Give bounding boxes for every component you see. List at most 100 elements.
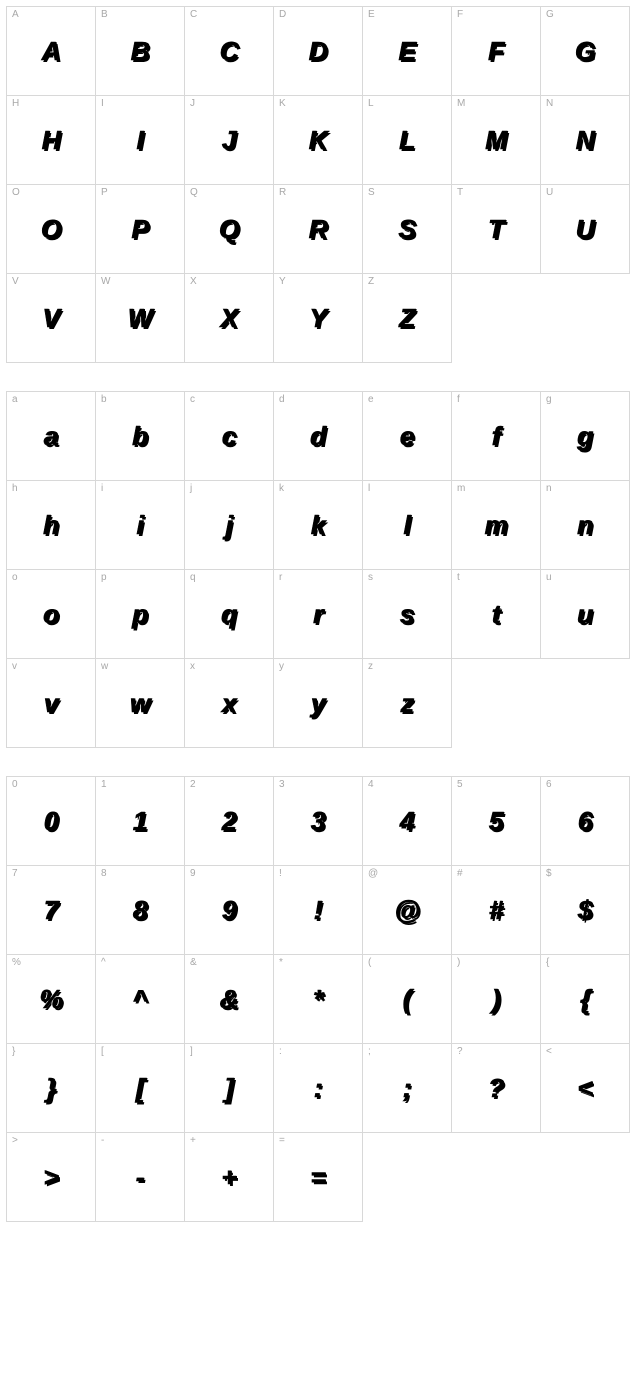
cell-label: d — [279, 395, 285, 405]
cell-label: % — [12, 958, 21, 968]
cell-label: g — [546, 395, 552, 405]
glyph: W — [96, 296, 184, 340]
glyph-cell: rr — [274, 570, 363, 659]
cell-label: [ — [101, 1047, 104, 1057]
glyph: # — [452, 888, 540, 932]
cell-label: ) — [457, 958, 460, 968]
cell-label: l — [368, 484, 370, 494]
glyph: [ — [96, 1066, 184, 1110]
glyph-cell: QQ — [185, 185, 274, 274]
cell-label: 2 — [190, 780, 196, 790]
glyph: M — [452, 118, 540, 162]
cell-label: u — [546, 573, 552, 583]
glyph: b — [96, 414, 184, 458]
glyph-cell: YY — [274, 274, 363, 363]
cell-label: 7 — [12, 869, 18, 879]
glyph: g — [541, 414, 629, 458]
glyph: ^ — [96, 977, 184, 1021]
cell-label: 9 — [190, 869, 196, 879]
glyph-cell: dd — [274, 392, 363, 481]
glyph-cell: pp — [96, 570, 185, 659]
section-lowercase: aabbccddeeffgghhiijjkkllmmnnooppqqrrsstt… — [6, 391, 634, 748]
glyph: C — [185, 29, 273, 73]
glyph: ? — [452, 1066, 540, 1110]
glyph: ) — [452, 977, 540, 1021]
glyph: f — [452, 414, 540, 458]
cell-label: $ — [546, 869, 552, 879]
glyph-cell: (( — [363, 955, 452, 1044]
glyph: 0 — [7, 799, 95, 843]
glyph-cell: << — [541, 1044, 630, 1133]
glyph: P — [96, 207, 184, 251]
glyph-cell: jj — [185, 481, 274, 570]
empty-cell — [541, 659, 630, 748]
glyph-cell: nn — [541, 481, 630, 570]
glyph-cell: aa — [7, 392, 96, 481]
glyph-cell: -- — [96, 1133, 185, 1222]
glyph-cell: :: — [274, 1044, 363, 1133]
glyph: R — [274, 207, 362, 251]
cell-label: ^ — [101, 958, 106, 968]
cell-label: V — [12, 277, 19, 287]
glyph: k — [274, 503, 362, 547]
cell-label: a — [12, 395, 18, 405]
glyph-cell: 66 — [541, 777, 630, 866]
cell-label: 0 — [12, 780, 18, 790]
glyph-cell: @@ — [363, 866, 452, 955]
cell-label: Z — [368, 277, 374, 287]
glyph: c — [185, 414, 273, 458]
cell-label: K — [279, 99, 286, 109]
glyph: N — [541, 118, 629, 162]
cell-label: q — [190, 573, 196, 583]
glyph: H — [7, 118, 95, 162]
glyph-cell: DD — [274, 7, 363, 96]
glyph: ] — [185, 1066, 273, 1110]
glyph: & — [185, 977, 273, 1021]
empty-cell — [452, 659, 541, 748]
cell-label: Y — [279, 277, 286, 287]
glyph: 3 — [274, 799, 362, 843]
glyph: a — [7, 414, 95, 458]
glyph-cell: yy — [274, 659, 363, 748]
glyph-grid: 00112233445566778899!!@@##$$%%^^&&**(())… — [6, 776, 630, 1222]
glyph: Y — [274, 296, 362, 340]
glyph-cell: hh — [7, 481, 96, 570]
cell-label: I — [101, 99, 104, 109]
glyph: L — [363, 118, 451, 162]
glyph-cell: SS — [363, 185, 452, 274]
glyph-cell: 11 — [96, 777, 185, 866]
cell-label: i — [101, 484, 103, 494]
glyph-cell: KK — [274, 96, 363, 185]
cell-label: ( — [368, 958, 371, 968]
cell-label: v — [12, 662, 17, 672]
character-map: AABBCCDDEEFFGGHHIIJJKKLLMMNNOOPPQQRRSSTT… — [6, 6, 634, 1222]
glyph: - — [96, 1155, 184, 1199]
glyph: E — [363, 29, 451, 73]
glyph-cell: XX — [185, 274, 274, 363]
glyph: G — [541, 29, 629, 73]
glyph: ( — [363, 977, 451, 1021]
glyph: Z — [363, 296, 451, 340]
glyph-cell: tt — [452, 570, 541, 659]
glyph-cell: ^^ — [96, 955, 185, 1044]
glyph-cell: bb — [96, 392, 185, 481]
glyph-cell: qq — [185, 570, 274, 659]
glyph: 2 — [185, 799, 273, 843]
glyph-cell: UU — [541, 185, 630, 274]
glyph-cell: %% — [7, 955, 96, 1044]
glyph: < — [541, 1066, 629, 1110]
glyph-cell: vv — [7, 659, 96, 748]
cell-label: x — [190, 662, 195, 672]
glyph-cell: !! — [274, 866, 363, 955]
glyph: S — [363, 207, 451, 251]
glyph: 6 — [541, 799, 629, 843]
glyph-cell: II — [96, 96, 185, 185]
glyph-cell: 00 — [7, 777, 96, 866]
glyph-cell: 88 — [96, 866, 185, 955]
glyph-cell: LL — [363, 96, 452, 185]
glyph-cell: 55 — [452, 777, 541, 866]
glyph: D — [274, 29, 362, 73]
glyph: } — [7, 1066, 95, 1110]
cell-label: { — [546, 958, 549, 968]
glyph-cell: ?? — [452, 1044, 541, 1133]
